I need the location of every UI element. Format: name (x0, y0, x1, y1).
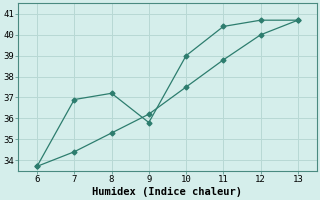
X-axis label: Humidex (Indice chaleur): Humidex (Indice chaleur) (92, 186, 243, 197)
